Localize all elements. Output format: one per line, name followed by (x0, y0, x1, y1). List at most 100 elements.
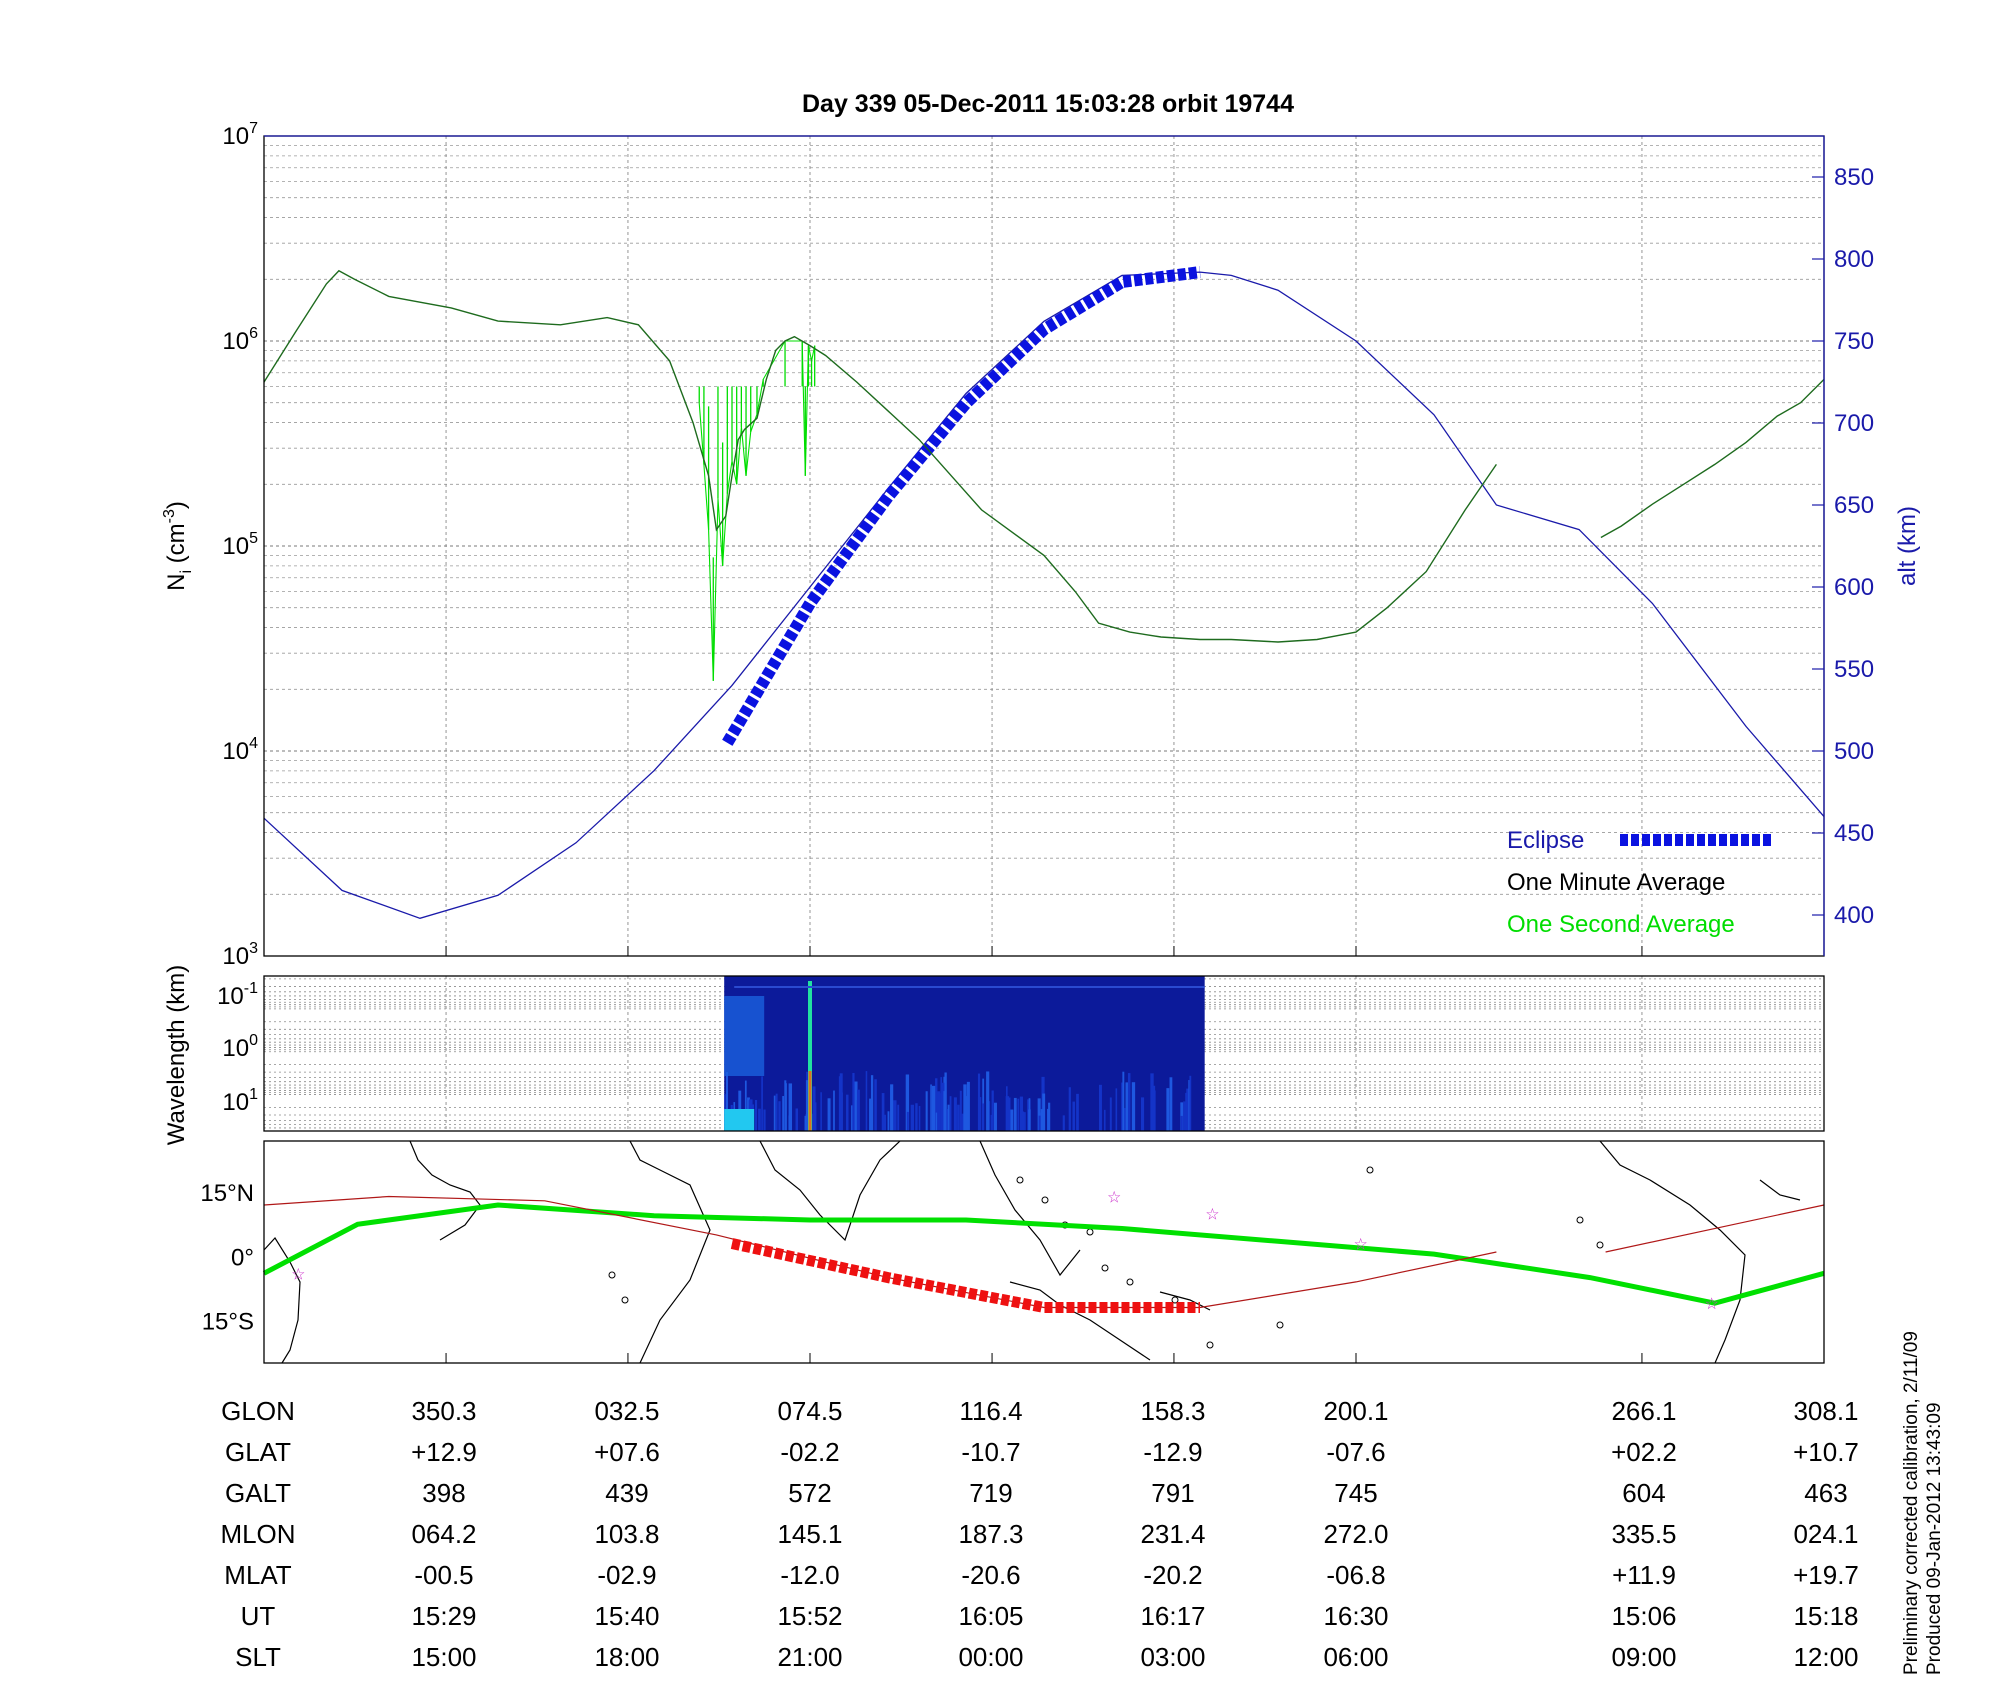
magnetic-conjugate-star: ☆ (1705, 1296, 1719, 1313)
ephemeris-cell: 335.5 (1611, 1519, 1676, 1549)
side-note-calibration: Preliminary corrected calibration, 2/11/… (1901, 1331, 1922, 1675)
spectrogram-stripe (775, 1093, 778, 1131)
ephemeris-cell: 116.4 (959, 1396, 1022, 1426)
ephemeris-cell: 064.2 (411, 1519, 476, 1549)
ephemeris-cell: 604 (1622, 1478, 1665, 1508)
spectrogram-stripe (852, 1072, 855, 1131)
spectrogram-stripe (883, 1114, 887, 1131)
ephemeris-cell: +07.6 (594, 1437, 660, 1467)
island (1126, 1278, 1134, 1286)
legend-one-minute-label: One Minute Average (1507, 869, 1725, 896)
density-tick-label: 105 (222, 530, 258, 560)
spectrogram-stripe (785, 1083, 787, 1131)
ephemeris-row-label: MLON (220, 1519, 295, 1549)
spectrogram-stripe (865, 1071, 868, 1131)
ephemeris-cell: 266.1 (1611, 1396, 1676, 1426)
coastline (759, 1140, 901, 1242)
spectrogram-stripe (778, 1101, 781, 1131)
island (1041, 1196, 1049, 1204)
spectrogram-stripe (897, 1104, 900, 1131)
spectrogram-stripe (957, 1104, 960, 1131)
altitude-tick-label: 750 (1834, 328, 1874, 355)
ephemeris-cell: 15:18 (1793, 1601, 1858, 1631)
ephemeris-cell: -02.9 (597, 1560, 656, 1590)
spectrogram-line (734, 986, 1205, 988)
one-minute-line (263, 269, 1497, 643)
spectrogram-stripe (1062, 1115, 1065, 1131)
ephemeris-cell: 032.5 (594, 1396, 659, 1426)
density-panel: 103 104 105 106 107 400 450 500 550 600 650 700 750 8… (161, 120, 1921, 970)
spectrogram-stripe (1183, 1101, 1186, 1131)
legend: Eclipse One Minute Average One Second Av… (1507, 827, 1772, 938)
ephemeris-cell: 272.0 (1323, 1519, 1388, 1549)
island (1016, 1176, 1024, 1184)
spectrogram-stripe (961, 1113, 965, 1131)
magnetic-conjugate-star: ☆ (1205, 1207, 1219, 1224)
spectrogram-stripe (1127, 1073, 1131, 1131)
ephemeris-cell: 15:52 (777, 1601, 842, 1631)
spectrogram-stripe (839, 1073, 843, 1131)
ephemeris-cell: 439 (605, 1478, 648, 1508)
spectrogram-stripe (1013, 1097, 1017, 1131)
island (1576, 1216, 1584, 1224)
ephemeris-cell: -12.9 (1143, 1437, 1202, 1467)
ephemeris-cell: 16:05 (958, 1601, 1023, 1631)
altitude-line (263, 271, 1825, 919)
spectrogram-stripe (784, 1080, 787, 1131)
ephemeris-cell: 21:00 (777, 1642, 842, 1672)
map-panel: ☆ ☆ ☆ ☆ ☆ 15°N 0° 15°S (200, 1140, 1825, 1364)
ephemeris-cell: 074.5 (777, 1396, 842, 1426)
coastline (1599, 1140, 1746, 1364)
spectrogram-stripe (1104, 1109, 1106, 1131)
spectrogram-stripe (887, 1111, 890, 1131)
map-tick-label: 0° (231, 1244, 254, 1271)
island (1101, 1264, 1109, 1272)
spectrogram-stripe (846, 1094, 849, 1131)
spectrogram-stripe (1140, 1097, 1145, 1131)
ephemeris-cell: 16:30 (1323, 1601, 1388, 1631)
spectrogram-hot-region (724, 1109, 755, 1131)
spectrogram-stripe (915, 1103, 918, 1131)
magnetic-conjugate-star: ☆ (291, 1266, 305, 1283)
legend-one-second-label: One Second Average (1507, 911, 1735, 938)
ephemeris-cell: 12:00 (1793, 1642, 1858, 1672)
spectrogram-frame (263, 975, 1825, 1132)
coastline (1009, 1281, 1151, 1361)
density-tick-label: 107 (222, 120, 258, 150)
ephemeris-cell: 745 (1334, 1478, 1377, 1508)
spectrogram-stripe (744, 1080, 747, 1131)
one-second-line (698, 340, 816, 681)
magnetic-conjugate-star: ☆ (1354, 1236, 1368, 1253)
spectrogram-stripe (870, 1075, 874, 1131)
spectrogram-stripe (812, 1086, 816, 1131)
ephemeris-row-label: SLT (235, 1642, 281, 1672)
ephemeris-cell: 03:00 (1140, 1642, 1205, 1672)
spectrogram-stripe (874, 1079, 877, 1131)
ephemeris-cell: 572 (788, 1478, 831, 1508)
spectrogram-stripe (820, 1092, 822, 1131)
altitude-tick-label: 450 (1834, 820, 1874, 847)
spectrogram-stripe (905, 1074, 910, 1131)
spectrogram-stripe (1037, 1098, 1041, 1131)
altitude-tick-label: 850 (1834, 164, 1874, 191)
spectrogram-stripe (1115, 1088, 1118, 1131)
island (1596, 1241, 1604, 1249)
ephemeris-cell: 15:29 (411, 1601, 476, 1631)
ephemeris-row-label: GLAT (225, 1437, 291, 1467)
spectrogram-stripe (773, 1095, 776, 1131)
spectrogram-stripe (930, 1084, 932, 1131)
spectrogram-stripe (982, 1103, 985, 1131)
spectrogram-stripe (1068, 1087, 1071, 1131)
spectrogram-stripe (1151, 1100, 1154, 1131)
one-minute-line-after-gap (1600, 378, 1825, 539)
spectrogram-stripe (941, 1082, 945, 1131)
spectrogram-stripe (1042, 1093, 1046, 1131)
coastline (1759, 1179, 1801, 1201)
spectrogram-stripe (1038, 1115, 1041, 1131)
spectrogram-stripe (890, 1084, 894, 1131)
spectrogram-stripe (993, 1102, 997, 1131)
density-tick-label: 104 (222, 735, 258, 765)
coastline (629, 1140, 711, 1364)
spectrogram-stripe (881, 1093, 885, 1131)
coastline (263, 1237, 301, 1364)
